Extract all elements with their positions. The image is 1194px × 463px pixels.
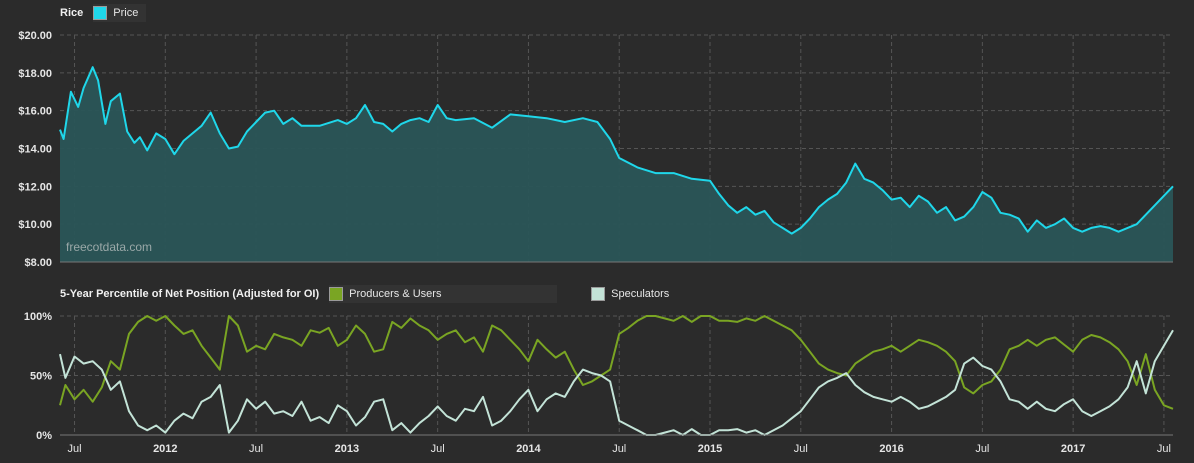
price-area: [60, 67, 1173, 262]
price-y-tick-label: $16.00: [18, 106, 52, 118]
x-tick-label: Jul: [1157, 443, 1171, 455]
pct-y-tick-label: 0%: [36, 430, 52, 442]
x-tick-label: Jul: [249, 443, 263, 455]
price-series-line: [59, 66, 1174, 235]
x-tick-label: Jul: [67, 443, 81, 455]
legend-item-producers[interactable]: Producers & Users: [329, 285, 558, 303]
watermark: freecotdata.com: [66, 240, 153, 254]
x-tick-label: 2013: [335, 443, 359, 455]
x-tick-label: 2017: [1061, 443, 1085, 455]
price-y-tick-label: $8.00: [24, 257, 52, 269]
x-tick-label: Jul: [794, 443, 808, 455]
legend-label-price: Price: [113, 7, 139, 19]
x-tick-label: 2012: [153, 443, 177, 455]
price-chart-title: Rice: [60, 7, 84, 19]
x-tick-label: 2015: [698, 443, 722, 455]
x-tick-label: Jul: [975, 443, 989, 455]
price-y-tick-label: $18.00: [18, 68, 52, 80]
legend-item-price[interactable]: Price: [93, 4, 147, 22]
percentile-chart-title: 5-Year Percentile of Net Position (Adjus…: [60, 288, 320, 300]
pct-y-tick-label: 100%: [24, 311, 52, 323]
legend-swatch-price: [93, 6, 108, 20]
x-tick-label: 2016: [879, 443, 903, 455]
price-y-tick-label: $10.00: [18, 219, 52, 231]
pct-y-tick-label: 50%: [30, 371, 52, 383]
x-tick-label: Jul: [612, 443, 626, 455]
producers-series-line: [59, 315, 1174, 410]
price-legend: Rice Price: [60, 3, 147, 23]
price-y-tick-label: $20.00: [18, 30, 52, 42]
x-tick-label: 2014: [516, 443, 541, 455]
legend-swatch-producers: [329, 287, 344, 301]
price-y-tick-label: $14.00: [18, 144, 52, 156]
legend-swatch-speculators: [591, 287, 606, 301]
x-tick-label: Jul: [431, 443, 445, 455]
price-y-tick-label: $12.00: [18, 181, 52, 193]
legend-item-speculators[interactable]: Speculators: [591, 285, 677, 303]
percentile-legend: 5-Year Percentile of Net Position (Adjus…: [60, 284, 677, 304]
speculators-series-line: [59, 329, 1174, 436]
legend-label-speculators: Speculators: [611, 288, 670, 300]
legend-label-producers: Producers & Users: [349, 288, 442, 300]
